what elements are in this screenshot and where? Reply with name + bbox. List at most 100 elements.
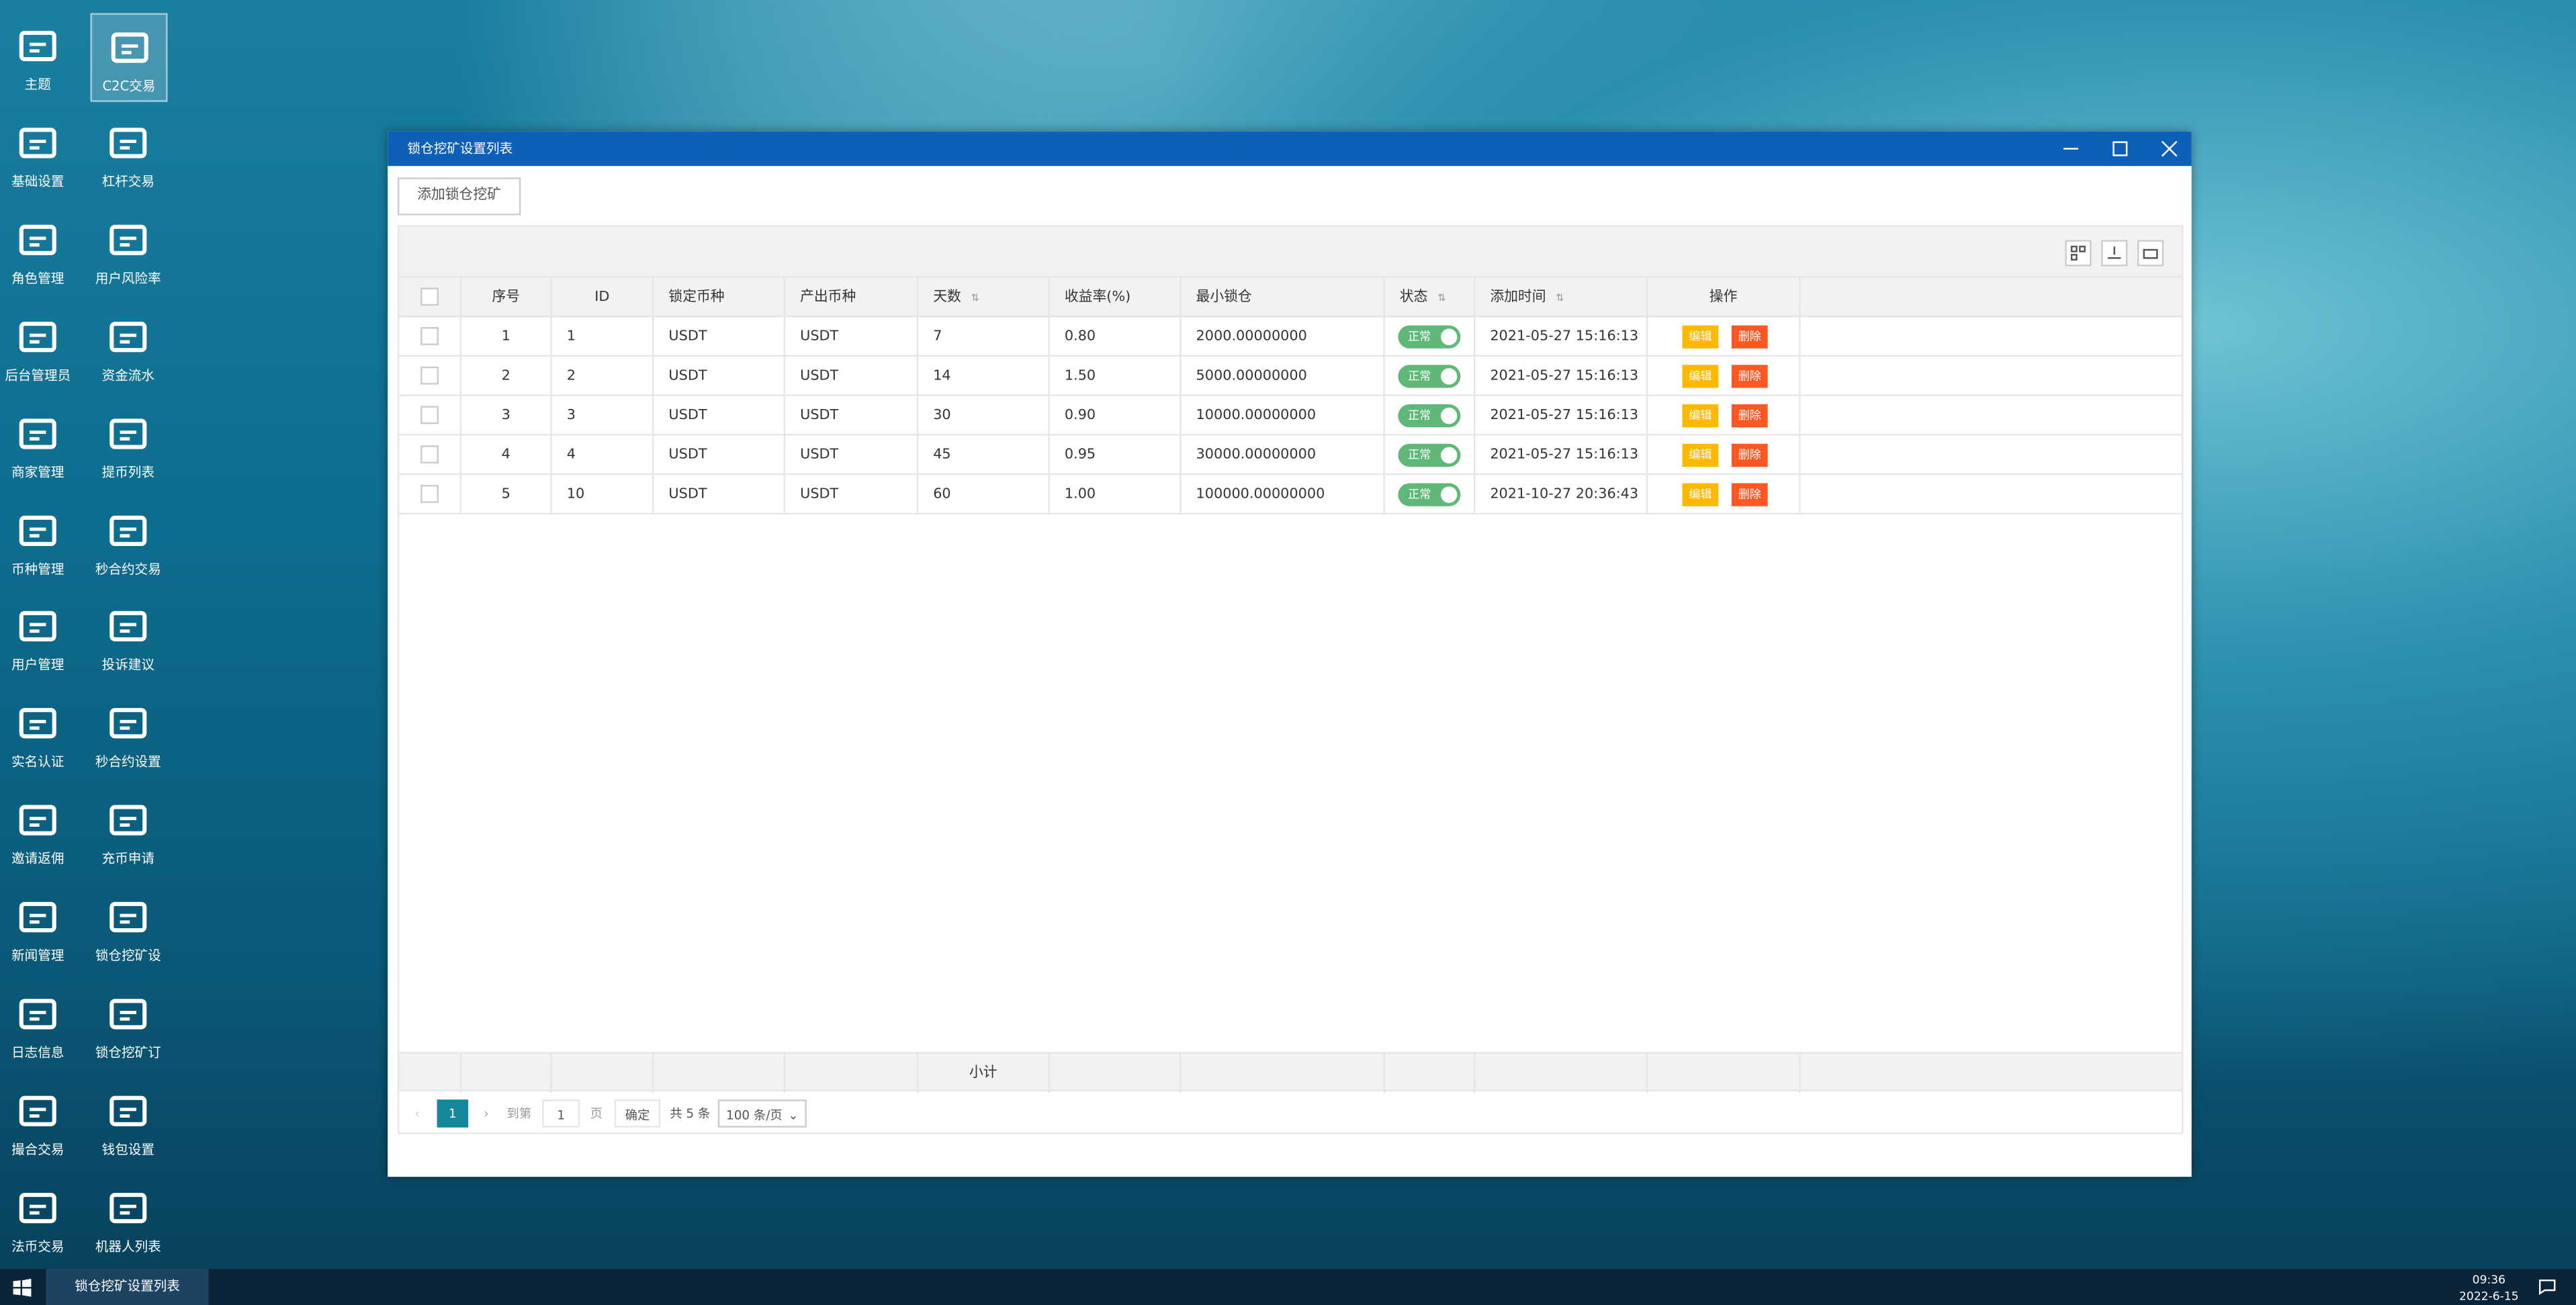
icon-label: 资金流水	[101, 367, 154, 383]
pagination: ‹ 1 › 到第 1 页确定共 5 条 100 条/页 ⌄	[399, 1093, 2182, 1136]
prev-page[interactable]: ‹	[414, 1106, 420, 1121]
desktop-icon[interactable]: 秒合约设置	[84, 691, 173, 780]
desktop-icon[interactable]: 杠杆交易	[84, 110, 173, 199]
delete-button[interactable]: 删除	[1731, 443, 1768, 467]
edit-button[interactable]: 编辑	[1682, 483, 1719, 506]
cell	[399, 1053, 462, 1093]
cell: 2021-05-27 15:16:13	[1475, 357, 1648, 396]
desktop-icon[interactable]: 撮合交易	[0, 1078, 82, 1167]
edit-button[interactable]: 编辑	[1682, 443, 1719, 467]
desktop-icon[interactable]: 秒合约交易	[84, 497, 173, 586]
start-button[interactable]	[13, 1278, 32, 1297]
desktop-icon[interactable]: 主题	[0, 13, 82, 102]
delete-button[interactable]: 删除	[1731, 325, 1768, 349]
delete-button[interactable]: 删除	[1731, 365, 1768, 388]
edit-button[interactable]: 编辑	[1682, 404, 1719, 428]
edit-button[interactable]: 编辑	[1682, 365, 1719, 388]
cell-text: 2	[566, 368, 576, 385]
notification-icon[interactable]	[2538, 1279, 2557, 1296]
cell: 5	[461, 475, 552, 514]
status-toggle[interactable]: 正常	[1398, 403, 1461, 427]
clock-time: 09:36	[2472, 1273, 2506, 1288]
column-header[interactable]: 状态 ⇅	[1385, 277, 1476, 318]
row-checkbox[interactable]	[420, 445, 439, 464]
taskbar-task[interactable]: 锁仓挖矿设置列表	[46, 1269, 209, 1305]
window-controls[interactable]	[2063, 140, 2182, 158]
desktop-icon[interactable]: 角色管理	[0, 207, 82, 296]
desktop-icon[interactable]: 用户管理	[0, 594, 82, 682]
cell-text: 3	[501, 407, 510, 424]
desktop-icon[interactable]: 后台管理员	[0, 304, 82, 392]
icon-glyph	[19, 1095, 56, 1126]
desktop-icon[interactable]: 币种管理	[0, 497, 82, 586]
row-checkbox[interactable]	[420, 366, 439, 385]
desktop-icon[interactable]: 实名认证	[0, 691, 82, 780]
desktop-icon[interactable]: 提币列表	[84, 400, 173, 489]
desktop-icon[interactable]: 锁仓挖矿订	[84, 981, 173, 1070]
row-checkbox[interactable]	[420, 287, 439, 306]
desktop-icon[interactable]: 机器人列表	[84, 1175, 173, 1263]
cell: 编辑 删除	[1648, 396, 1801, 436]
desktop-icon[interactable]: 投诉建议	[84, 594, 173, 682]
edit-button[interactable]: 编辑	[1682, 325, 1719, 349]
icon-glyph	[19, 127, 56, 159]
per-page-select[interactable]: 100 条/页 ⌄	[717, 1099, 807, 1128]
desktop-icon[interactable]: 充币申请	[84, 788, 173, 876]
desktop-icon[interactable]: 商家管理	[0, 400, 82, 489]
cell: 4	[552, 435, 654, 476]
confirm-button[interactable]: 确定	[614, 1099, 661, 1128]
icon-glyph	[19, 418, 56, 449]
cell-text: 60	[933, 486, 951, 503]
table-row: 3 3 USDT USDT 30 0.90 10000.00000000 正常 2021-05-…	[399, 396, 2182, 436]
desktop-icon[interactable]: 资金流水	[84, 304, 173, 392]
status-toggle[interactable]: 正常	[1398, 364, 1461, 388]
current-page[interactable]: 1	[437, 1099, 469, 1128]
status-toggle[interactable]: 正常	[1398, 482, 1461, 506]
column-header[interactable]: 添加时间 ⇅	[1475, 277, 1648, 318]
cell	[1475, 1053, 1648, 1093]
select-arrow: ⌄	[788, 1108, 799, 1123]
row-checkbox[interactable]	[420, 326, 439, 345]
next-page[interactable]: ›	[484, 1106, 489, 1121]
status-toggle[interactable]: 正常	[1398, 443, 1461, 466]
icon-label: C2C交易	[102, 79, 156, 94]
status-toggle[interactable]: 正常	[1398, 324, 1461, 348]
clock-date: 2022-6-15	[2459, 1290, 2519, 1304]
desktop-icon[interactable]: 日志信息	[0, 981, 82, 1070]
toolbar-icons[interactable]	[2065, 240, 2193, 267]
cell: 2	[461, 357, 552, 396]
delete-button[interactable]: 删除	[1731, 404, 1768, 428]
desktop-icon[interactable]: 基础设置	[0, 110, 82, 199]
delete-button[interactable]: 删除	[1731, 483, 1768, 506]
clock[interactable]: 09:36 2022-6-15	[2448, 1272, 2530, 1305]
icon-glyph	[19, 1192, 56, 1223]
icon-label: 锁仓挖矿订	[95, 1045, 161, 1061]
desktop-icon[interactable]: 锁仓挖矿设	[84, 885, 173, 973]
cell-text: USDT	[668, 328, 707, 345]
toolbar	[399, 226, 2182, 278]
cell: 编辑 删除	[1648, 317, 1801, 357]
row-checkbox[interactable]	[420, 484, 439, 503]
icon-glyph	[19, 708, 56, 739]
cell-text: USDT	[668, 368, 707, 385]
cell-text: 2021-05-27 15:16:13	[1490, 328, 1639, 345]
page-unit: 页	[590, 1106, 603, 1121]
page-input[interactable]: 1	[542, 1099, 580, 1128]
desktop-icon[interactable]: C2C交易	[90, 13, 168, 102]
desktop-icon[interactable]: 法币交易	[0, 1175, 82, 1263]
icon-glyph	[109, 611, 147, 642]
desktop-icon[interactable]: 邀请返佣	[0, 788, 82, 876]
desktop-icon[interactable]: 用户风险率	[84, 207, 173, 296]
cell-text: USDT	[668, 486, 707, 503]
desktop-icon[interactable]: 钱包设置	[84, 1078, 173, 1167]
cell-text: 2	[501, 368, 510, 385]
icon-label: 日志信息	[11, 1045, 64, 1061]
cell-text: 45	[933, 447, 951, 464]
cell: 2	[552, 357, 654, 396]
column-header: 产出币种	[785, 277, 919, 318]
row-checkbox[interactable]	[420, 406, 439, 424]
icon-glyph	[109, 999, 147, 1030]
add-button[interactable]: 添加锁仓挖矿	[397, 177, 521, 216]
column-header[interactable]: 天数 ⇅	[918, 277, 1050, 318]
desktop-icon[interactable]: 新闻管理	[0, 885, 82, 973]
